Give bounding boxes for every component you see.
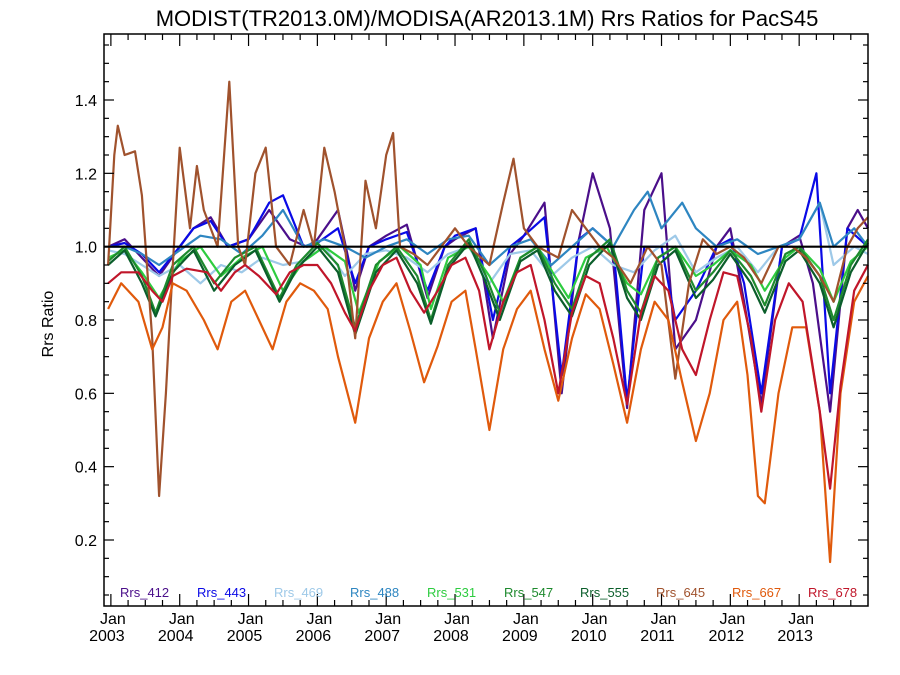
x-tick-label-month: Jan (169, 611, 195, 628)
x-tick-label-month: Jan (582, 611, 608, 628)
legend-entry-rrs-531: Rrs_531 (427, 585, 476, 600)
legend: Rrs_412 Rrs_443 Rrs_469 Rrs_488 Rrs_531 Rrs_5… (120, 585, 857, 600)
chart-title: MODIST(TR2013.0M)/MODISA(AR2013.1M) Rrs … (156, 6, 819, 31)
legend-entry-rrs-678: Rrs_678 (808, 585, 857, 600)
x-tick-label-year: 2011 (640, 628, 675, 645)
legend-entry-rrs-547: Rrs_547 (504, 585, 553, 600)
legend-entry-rrs-667: Rrs_667 (732, 585, 781, 600)
x-tick-label-month: Jan (444, 611, 470, 628)
x-tick-label-month: Jan (513, 611, 539, 628)
x-tick-label-year: 2003 (89, 628, 125, 645)
x-tick-label-month: Jan (100, 611, 126, 628)
legend-entry-rrs-443: Rrs_443 (197, 585, 246, 600)
x-tick-label-month: Jan (719, 611, 745, 628)
axes-layer: 0.20.40.60.81.01.21.4Jan2003Jan2004Jan20… (75, 33, 869, 645)
x-tick-label-month: Jan (238, 611, 264, 628)
x-tick-label-month: Jan (306, 611, 332, 628)
legend-entry-rrs-645: Rrs_645 (656, 585, 705, 600)
x-tick-label-month: Jan (375, 611, 401, 628)
y-tick-label: 1.0 (75, 240, 97, 257)
y-tick-label: 1.2 (75, 166, 97, 183)
x-tick-label-year: 2012 (709, 628, 745, 645)
x-tick-label-year: 2010 (571, 628, 607, 645)
series-line-rrs-645 (107, 80, 869, 498)
series-layer (107, 80, 869, 564)
x-tick-label-year: 2004 (158, 628, 194, 645)
x-tick-label-year: 2009 (502, 628, 538, 645)
y-tick-label: 0.8 (75, 313, 97, 330)
x-tick-label-year: 2005 (227, 628, 263, 645)
series-line-rrs-667 (107, 275, 869, 564)
x-tick-label-year: 2007 (364, 628, 400, 645)
x-tick-label-month: Jan (651, 611, 677, 628)
x-tick-label-year: 2013 (777, 628, 813, 645)
y-axis-label: Rrs Ratio (40, 291, 57, 358)
legend-entry-rrs-469: Rrs_469 (274, 585, 323, 600)
legend-entry-rrs-412: Rrs_412 (120, 585, 169, 600)
y-tick-label: 0.4 (75, 460, 97, 477)
legend-entry-rrs-555: Rrs_555 (580, 585, 629, 600)
x-tick-label-month: Jan (788, 611, 814, 628)
y-tick-label: 0.6 (75, 386, 97, 403)
x-tick-label-year: 2006 (296, 628, 332, 645)
series-line-rrs-678 (107, 256, 869, 490)
x-tick-label-year: 2008 (433, 628, 469, 645)
y-tick-label: 0.2 (75, 533, 97, 550)
y-tick-label: 1.4 (75, 93, 97, 110)
legend-entry-rrs-488: Rrs_488 (350, 585, 399, 600)
series-line-rrs-555 (107, 241, 869, 336)
